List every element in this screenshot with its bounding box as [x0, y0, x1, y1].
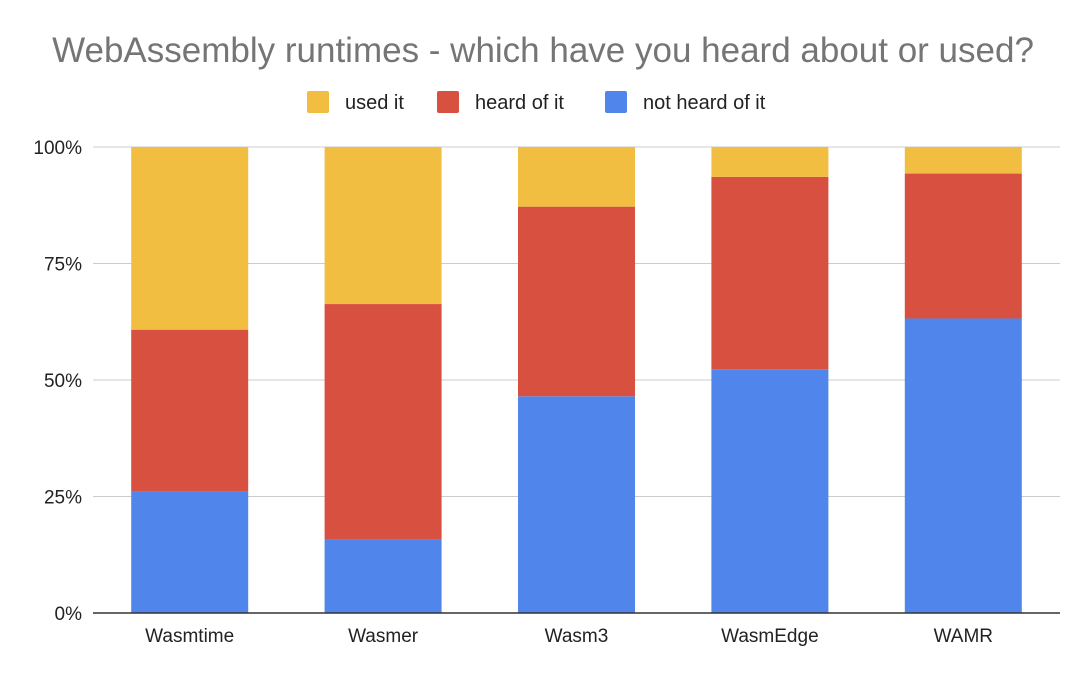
y-axis-tick-labels: 0% 25% 50% 75% 100% — [33, 138, 82, 625]
chart-title: WebAssembly runtimes - which have you he… — [52, 31, 1034, 70]
legend-item: not heard of it — [605, 91, 766, 114]
y-tick-label: 25% — [44, 488, 82, 509]
bar-segment-heard-of-it — [711, 176, 829, 370]
x-tick-label: Wasmtime — [145, 626, 234, 647]
x-tick-label: WasmEdge — [721, 626, 819, 647]
bar-segment-not-heard-of-it — [131, 491, 249, 613]
x-tick-label: WAMR — [934, 626, 993, 647]
legend-item: used it — [307, 91, 404, 114]
legend-swatch — [307, 91, 329, 113]
x-tick-label: Wasm3 — [545, 626, 609, 647]
y-tick-label: 0% — [55, 604, 83, 625]
x-axis-tick-labels: Wasmtime Wasmer Wasm3 WasmEdge WAMR — [145, 626, 993, 647]
y-tick-label: 75% — [44, 255, 82, 276]
y-tick-label: 50% — [44, 371, 82, 392]
bar-segment-used-it — [904, 147, 1022, 174]
legend: used it heard of it not heard of it — [307, 91, 766, 114]
bar-segment-heard-of-it — [131, 329, 249, 492]
legend-swatch — [437, 91, 459, 113]
y-tick-label: 100% — [33, 138, 82, 159]
bar-segment-heard-of-it — [324, 304, 442, 540]
legend-label: not heard of it — [643, 92, 766, 114]
legend-label: heard of it — [475, 92, 564, 114]
bar-segment-not-heard-of-it — [904, 318, 1022, 613]
bar-segment-not-heard-of-it — [518, 396, 635, 613]
bar-segment-heard-of-it — [518, 206, 635, 397]
legend-label: used it — [345, 92, 404, 114]
bars — [131, 147, 1022, 613]
bar-segment-not-heard-of-it — [711, 369, 829, 613]
bar-segment-used-it — [518, 147, 635, 207]
legend-item: heard of it — [437, 91, 564, 114]
bar-segment-used-it — [711, 147, 829, 177]
bar-segment-heard-of-it — [904, 173, 1022, 319]
bar-segment-used-it — [324, 147, 442, 305]
x-tick-label: Wasmer — [348, 626, 419, 647]
legend-swatch — [605, 91, 627, 113]
bar-segment-not-heard-of-it — [324, 539, 442, 613]
bar-segment-used-it — [131, 147, 249, 330]
